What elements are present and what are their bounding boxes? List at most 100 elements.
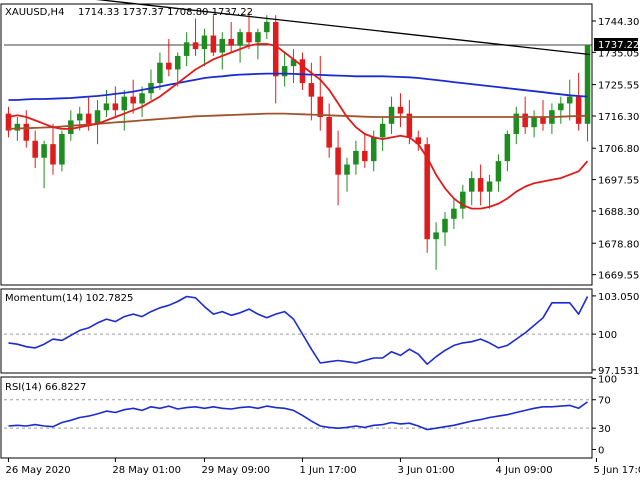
candle-body-bull[interactable] [353, 150, 359, 165]
pane-frame-rsi [0, 376, 593, 459]
candle-body-bear[interactable] [166, 62, 172, 70]
candle-body-bull[interactable] [442, 218, 448, 233]
rsi-tick-label: 30 [598, 424, 611, 435]
candle-body-bear[interactable] [326, 117, 332, 148]
candle-body-bear[interactable] [575, 96, 582, 124]
momentum-pane[interactable] [4, 295, 592, 366]
candle-body-bull[interactable] [290, 59, 297, 67]
candle-body-bear[interactable] [246, 32, 252, 43]
price-tick-label: 1716.30 [598, 112, 639, 123]
candle-body-bull[interactable] [531, 117, 537, 128]
candle-body-bull[interactable] [513, 113, 520, 134]
candle-body-bear[interactable] [272, 21, 279, 77]
momentum-tick-label: 103.0506 [598, 292, 640, 303]
price-tag-label: 1737.22 [598, 40, 639, 51]
candle-body-bear[interactable] [130, 96, 136, 104]
candle-body-bull[interactable] [183, 42, 190, 56]
candle-body-bull[interactable] [558, 103, 564, 111]
candle-body-bear[interactable] [415, 137, 422, 145]
rsi-pane[interactable] [4, 399, 592, 431]
candle-body-bear[interactable] [308, 83, 315, 97]
candle-body-bear[interactable] [192, 42, 199, 50]
trendline[interactable] [71, 0, 591, 56]
candle-body-bull[interactable] [281, 66, 288, 77]
candle-body-bull[interactable] [219, 38, 226, 53]
candle-body-bear[interactable] [406, 113, 413, 138]
price-tick-label: 1678.80 [598, 239, 639, 250]
candle-body-bull[interactable] [566, 96, 573, 104]
rsi-title: RSI(14) 66.8227 [5, 382, 86, 393]
time-tick-label: 29 May 09:00 [201, 465, 270, 476]
price-tick-label: 1688.30 [598, 207, 639, 218]
price-tick-label: 1706.80 [598, 144, 639, 155]
candle-body-bear[interactable] [522, 113, 528, 128]
time-tick-label: 4 Jun 09:00 [495, 465, 552, 476]
candle-body-bull[interactable] [468, 178, 475, 192]
candle-body-bull[interactable] [344, 164, 350, 175]
candle-body-bull[interactable] [157, 62, 163, 84]
rsi-tick-label: 70 [598, 396, 611, 407]
candle-body-bear[interactable] [540, 117, 546, 124]
candle-body-bull[interactable] [201, 35, 208, 50]
candle-body-bull[interactable] [103, 103, 110, 111]
candle-body-bear[interactable] [50, 144, 56, 165]
candle-body-bull[interactable] [264, 21, 270, 33]
candle-body-bull[interactable] [370, 137, 377, 162]
symbol-label: XAUUSD,H4 [5, 7, 64, 18]
candle-body-bull[interactable] [460, 191, 466, 209]
ma-mid-line [8, 72, 588, 101]
candle-body-bear[interactable] [112, 103, 119, 111]
candle-body-bear[interactable] [397, 106, 404, 114]
momentum-line [8, 295, 589, 366]
ohlc-readout: 1714.33 1737.37 1708.80 1737.22 [78, 7, 253, 18]
time-tick-label: 5 Jun 17:00 [593, 465, 640, 476]
candle-body-bull[interactable] [504, 133, 511, 162]
candle-body-bull[interactable] [584, 44, 591, 124]
candle-body-bull[interactable] [433, 232, 439, 240]
candle-body-bull[interactable] [255, 32, 261, 43]
candle-body-bear[interactable] [228, 38, 234, 46]
candle-body-bull[interactable] [139, 93, 145, 104]
momentum-tick-label: 97.1531 [598, 366, 639, 377]
candle-body-bear[interactable] [424, 144, 430, 240]
price-tick-label: 1735.05 [598, 48, 639, 59]
candle-body-bull[interactable] [495, 161, 502, 182]
price-tick-label: 1669.55 [598, 271, 639, 282]
pane-frame-main [0, 3, 593, 286]
price-pane[interactable] [4, 0, 592, 270]
price-tick-label: 1744.30 [598, 17, 639, 28]
ma-fast-line [8, 43, 589, 210]
candle-body-bull[interactable] [121, 96, 128, 111]
candle-body-bull[interactable] [94, 110, 101, 124]
candle-body-bull[interactable] [237, 32, 243, 46]
candle-body-bear[interactable] [335, 147, 341, 175]
pane-frame-mom [0, 288, 593, 374]
price-tag-box [594, 38, 638, 51]
candle-body-bear[interactable] [85, 113, 92, 124]
momentum-title: Momentum(14) 102.7825 [5, 293, 133, 304]
candle-body-bear[interactable] [477, 178, 484, 192]
time-tick-label: 3 Jun 01:00 [397, 465, 454, 476]
candle-body-bull[interactable] [451, 208, 457, 219]
candle-body-bull[interactable] [68, 120, 74, 134]
candle-body-bull[interactable] [59, 133, 65, 165]
candle-body-bull[interactable] [41, 144, 47, 158]
candle-body-bull[interactable] [76, 113, 83, 121]
candle-body-bear[interactable] [23, 123, 30, 141]
candle-body-bull[interactable] [174, 55, 181, 70]
candle-body-bear[interactable] [5, 113, 12, 131]
candle-body-bull[interactable] [379, 123, 386, 138]
momentum-tick-label: 100 [598, 330, 617, 341]
candle-body-bear[interactable] [299, 59, 306, 84]
candle-body-bear[interactable] [32, 140, 38, 158]
candle-body-bull[interactable] [486, 181, 493, 192]
candle-body-bull[interactable] [388, 106, 395, 124]
time-tick-label: 26 May 2020 [5, 465, 70, 476]
candle-body-bear[interactable] [362, 150, 368, 162]
candle-body-bull[interactable] [14, 123, 21, 131]
candle-body-bear[interactable] [210, 35, 217, 53]
candle-body-bear[interactable] [317, 96, 324, 118]
rsi-tick-label: 100 [598, 374, 617, 385]
